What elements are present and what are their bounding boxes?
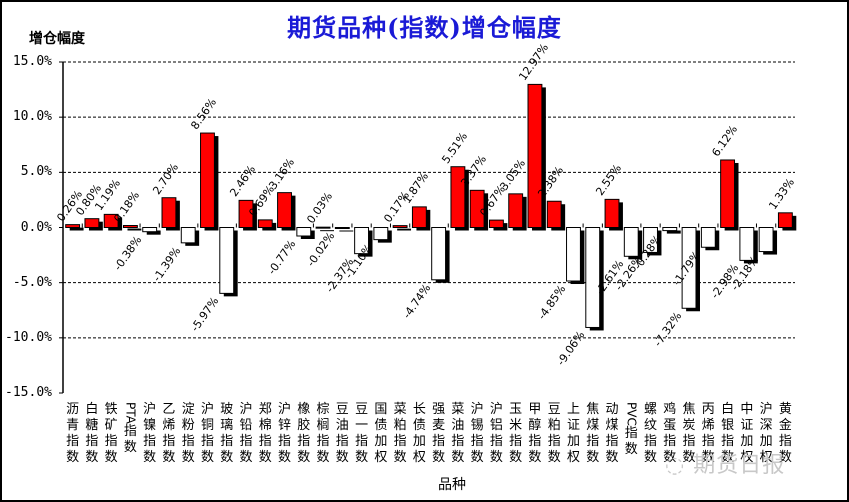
bar	[392, 225, 408, 228]
x-category-label: 玉米指数	[509, 402, 523, 465]
y-tick-label: 10.0%	[12, 109, 52, 125]
bar	[739, 227, 755, 261]
x-category-label: 菜油指数	[451, 402, 465, 465]
bar	[431, 227, 447, 281]
x-category-label: 郑棉指数	[258, 402, 272, 465]
bar	[450, 166, 466, 228]
bar	[180, 227, 196, 244]
x-category-label: 玻璃指数	[220, 402, 234, 465]
x-category-label: 长债加权	[412, 402, 426, 465]
bar	[65, 224, 81, 228]
x-category-label: 上证加权	[566, 402, 580, 465]
bar	[277, 192, 292, 229]
x-category-label: 沪铝指数	[489, 402, 503, 465]
watermark: ◌ 期货日报	[665, 447, 785, 479]
bar	[681, 227, 697, 309]
x-category-label: 铁矿指数	[104, 402, 118, 465]
bar	[103, 213, 119, 228]
x-category-label: PTA 指数	[123, 402, 138, 455]
x-category-label: 白银指数	[721, 402, 735, 465]
bar	[508, 193, 524, 228]
x-category-label: 沪锌指数	[278, 402, 292, 465]
bar	[469, 189, 485, 229]
x-category-label: 焦炭指数	[682, 402, 696, 465]
bar	[142, 227, 158, 233]
x-category-label: 豆油指数	[335, 402, 349, 465]
bar	[373, 227, 389, 241]
y-tick-label: -10.0%	[5, 329, 52, 345]
x-category-label: 白糖指数	[85, 402, 99, 465]
bar	[354, 227, 370, 255]
x-category-label: 黄金指数	[778, 402, 792, 465]
bar	[777, 212, 793, 229]
bar	[662, 227, 678, 232]
bar	[122, 225, 138, 229]
y-tick-label: 15.0%	[12, 54, 52, 69]
x-category-label: 乙烯指数	[162, 402, 176, 465]
wechat-icon: ◌	[665, 453, 686, 478]
y-tick-label: -5.0%	[12, 274, 52, 290]
x-category-label: 沥青指数	[66, 402, 80, 465]
bar	[219, 227, 235, 294]
bar	[161, 197, 177, 229]
y-tick-label: 0.0%	[20, 219, 52, 235]
x-category-label: 动煤指数	[605, 402, 619, 465]
x-category-label: 沪镍指数	[143, 402, 157, 465]
x-category-label: PVC 指数	[624, 402, 639, 457]
x-category-label: 沪锡指数	[470, 402, 484, 465]
x-category-label: 国债加权	[374, 402, 388, 465]
bar	[566, 227, 581, 282]
x-category-label: 螺纹指数	[644, 402, 658, 465]
bar	[758, 227, 774, 253]
bar	[315, 226, 331, 229]
bar	[643, 227, 658, 253]
x-category-label: 豆粕指数	[547, 402, 561, 465]
bar	[411, 206, 427, 228]
bar	[488, 219, 504, 228]
bar	[604, 198, 620, 229]
x-category-label: 棕榈指数	[316, 402, 330, 465]
x-category-label: 强麦指数	[432, 402, 446, 465]
x-category-label: 菜粕指数	[393, 402, 407, 465]
bar	[296, 227, 312, 237]
x-category-label: 沪深加权	[759, 402, 773, 465]
x-category-label: 丙烯指数	[701, 402, 715, 465]
bar	[623, 227, 639, 257]
x-category-label: 中证加权	[740, 402, 754, 465]
bar	[720, 159, 736, 228]
x-category-label: 焦煤指数	[586, 402, 600, 465]
y-tick-label: -15.0%	[5, 385, 52, 400]
bar	[238, 199, 254, 229]
y-axis-label: 增仓幅度	[29, 31, 85, 47]
x-category-label: 沪铜指数	[200, 402, 214, 465]
chart-title: 期货品种(指数)增仓幅度	[287, 13, 562, 42]
x-category-label: 甲醇指数	[528, 402, 542, 465]
x-category-label: 豆一指数	[355, 402, 369, 465]
x-category-label: 沪铅指数	[239, 402, 253, 465]
bar	[200, 132, 215, 229]
bar	[257, 219, 273, 228]
x-category-label: 鸡蛋指数	[663, 402, 677, 465]
bar	[546, 200, 562, 228]
x-category-label: 淀粉指数	[181, 402, 195, 465]
x-category-label: 橡胶指数	[297, 402, 311, 465]
y-tick-label: 5.0%	[20, 164, 52, 180]
bar	[527, 83, 543, 229]
bar	[585, 227, 601, 328]
bar	[334, 227, 350, 229]
bar	[700, 227, 716, 248]
bar	[84, 218, 100, 229]
x-axis-label: 品种	[438, 477, 466, 493]
watermark-text: 期货日报	[693, 453, 786, 478]
